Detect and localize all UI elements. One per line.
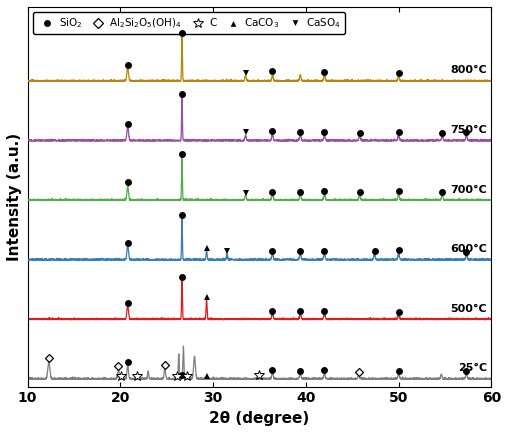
X-axis label: 2θ (degree): 2θ (degree) <box>209 411 309 426</box>
Text: 700°C: 700°C <box>450 184 487 194</box>
Y-axis label: Intensity (a.u.): Intensity (a.u.) <box>7 133 22 261</box>
Text: 25°C: 25°C <box>458 363 487 373</box>
Text: 500°C: 500°C <box>450 304 487 313</box>
Text: 750°C: 750°C <box>450 125 487 135</box>
Text: 800°C: 800°C <box>450 65 487 75</box>
Text: 600°C: 600°C <box>450 244 487 254</box>
Legend: SiO$_2$, Al$_2$Si$_2$O$_5$(OH)$_4$, C, CaCO$_3$, CaSO$_4$: SiO$_2$, Al$_2$Si$_2$O$_5$(OH)$_4$, C, C… <box>33 12 345 34</box>
